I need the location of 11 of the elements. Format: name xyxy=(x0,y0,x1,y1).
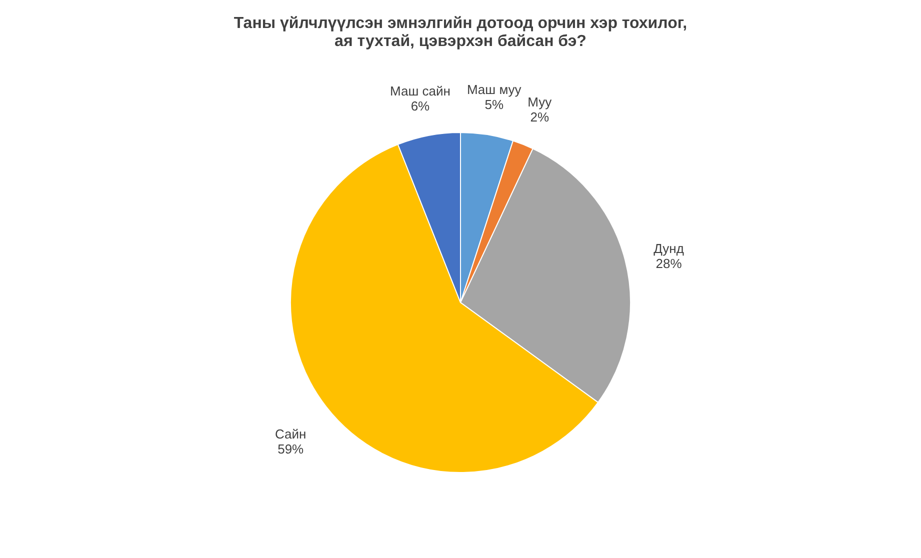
slice-label: Маш муу xyxy=(466,82,522,98)
slice-label: Маш сайн xyxy=(390,83,450,98)
chart-title: Таны үйлчлүүлсэн эмнэлгийн дотоод орчин хэр тохилог, ая тухтай, цэвэрхэн байсан бэ? xyxy=(234,15,688,50)
data-label: 2% xyxy=(530,110,550,125)
slice-label: Муу xyxy=(528,94,552,110)
slice-label: Дунд xyxy=(654,241,684,256)
data-label: 6% xyxy=(410,98,430,114)
slice-label: Сайн xyxy=(275,426,306,442)
data-label: 59% xyxy=(278,441,304,456)
data-label: 28% xyxy=(656,256,682,272)
data-label: 5% xyxy=(484,97,504,112)
